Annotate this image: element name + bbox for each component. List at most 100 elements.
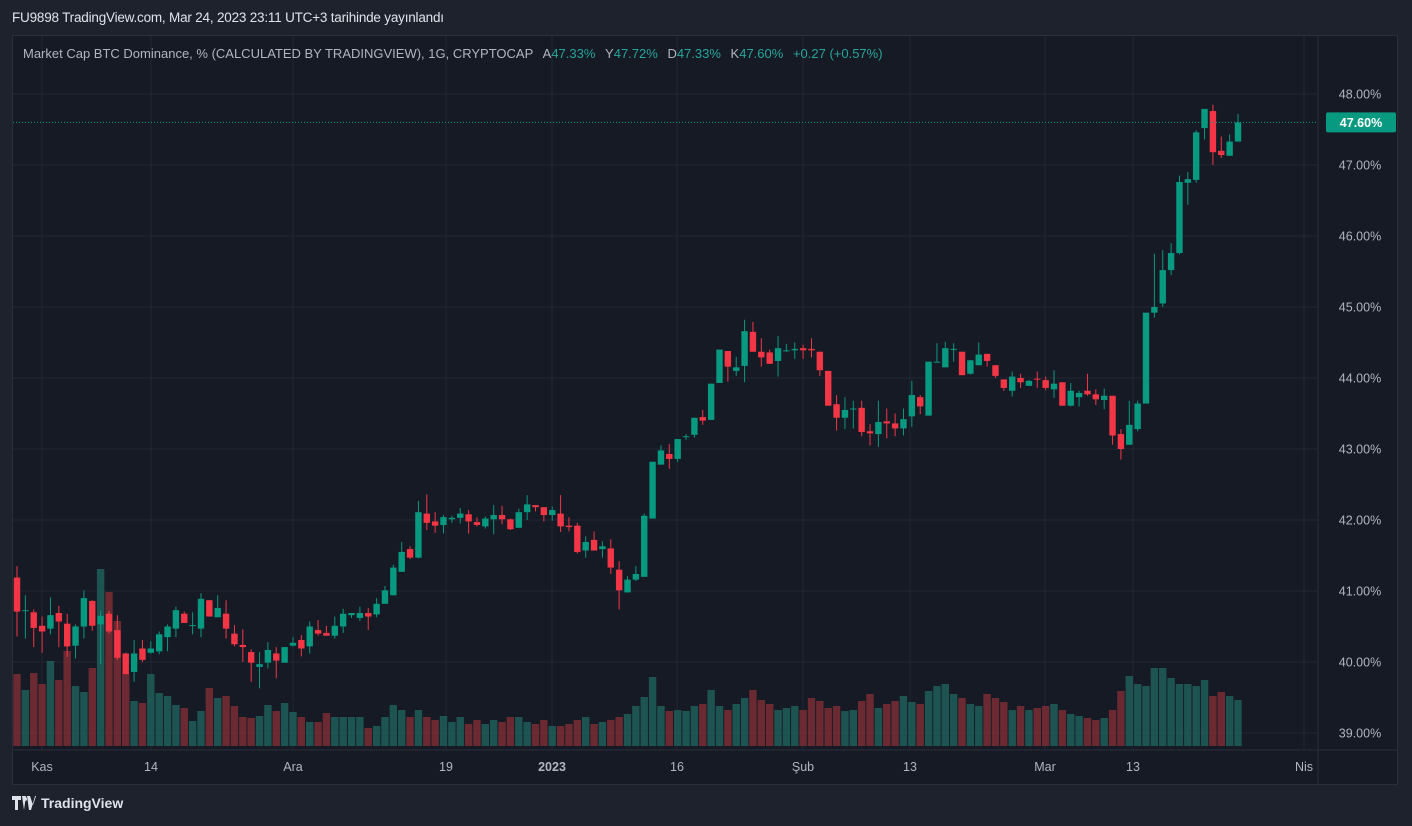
candle — [1159, 250, 1166, 307]
time-tick-label: Ara — [283, 760, 303, 774]
candle — [122, 652, 129, 675]
candle — [348, 613, 355, 618]
candle-body — [799, 348, 807, 351]
candle-body — [649, 461, 656, 519]
time-axis: Kas 14 Ara 19 2023 16 Şub 13 Mar 13 Nis — [31, 760, 1313, 774]
candle-body — [958, 351, 966, 376]
volume-bar — [1108, 710, 1117, 746]
volume-bar — [657, 706, 665, 746]
candle — [716, 349, 723, 383]
volume-bar — [924, 691, 933, 746]
candle-body — [1109, 395, 1116, 436]
candle-body — [1134, 403, 1141, 430]
volume-bar — [356, 717, 364, 746]
candle-body — [97, 615, 104, 625]
candle — [900, 408, 907, 436]
candle-body — [1092, 394, 1100, 400]
volume-bar — [673, 710, 682, 746]
symbol-title[interactable]: Market Cap BTC Dominance, % (CALCULATED … — [23, 46, 534, 61]
candle-body — [298, 639, 305, 649]
volume-bar — [498, 722, 506, 746]
candle — [55, 605, 63, 648]
time-tick-label: 13 — [903, 760, 917, 774]
volume-bar — [908, 702, 916, 746]
volume-bar — [230, 706, 239, 746]
volume-bar — [130, 701, 138, 746]
candle — [666, 444, 673, 469]
volume-bar — [966, 704, 975, 746]
close-value: 47.60% — [739, 46, 784, 61]
volume-bar — [1083, 718, 1092, 746]
volume-bar — [640, 697, 648, 746]
volume-bar — [414, 710, 423, 746]
candle — [891, 413, 899, 437]
candle — [1050, 370, 1058, 398]
candle — [691, 417, 698, 438]
candle — [749, 321, 757, 352]
volume-bar — [1159, 668, 1167, 746]
tradingview-logo[interactable]: TradingView — [12, 795, 123, 811]
candle-body — [256, 664, 263, 667]
candle — [1226, 134, 1233, 156]
brand-name: TradingView — [41, 795, 124, 811]
volume-bar — [13, 674, 21, 746]
candle-body — [925, 361, 932, 416]
volume-bar — [515, 717, 523, 746]
candle — [774, 336, 782, 377]
volume-bar — [791, 706, 799, 746]
candle — [992, 365, 999, 378]
volume-bar — [899, 696, 908, 746]
volume-bar — [46, 661, 55, 746]
price-tick-label: 40.00% — [1339, 656, 1381, 670]
volume-bar — [423, 717, 431, 746]
candle — [197, 593, 205, 638]
volume-bar — [749, 690, 757, 746]
chart-legend: Market Cap BTC Dominance, % (CALCULATED … — [23, 46, 883, 61]
candle — [758, 338, 765, 367]
candle-body — [423, 513, 430, 523]
candle-body — [498, 515, 506, 520]
tradingview-logo-icon — [12, 796, 36, 810]
volume-bar — [306, 722, 314, 746]
volume-bar — [765, 704, 774, 746]
candle-body — [214, 608, 221, 618]
candle — [1084, 373, 1091, 396]
candle-body — [105, 613, 113, 632]
volume-bar — [297, 717, 306, 746]
candle — [791, 342, 798, 359]
candle-body — [264, 649, 272, 663]
candle — [38, 616, 46, 653]
candle — [590, 531, 598, 551]
last-price-label: 47.60% — [1340, 116, 1382, 130]
candle-body — [1234, 122, 1242, 142]
volume-bar — [448, 722, 456, 746]
candle — [473, 517, 481, 527]
volume-bar — [1150, 668, 1159, 746]
candle-body — [1176, 182, 1183, 254]
candle-body — [390, 567, 397, 596]
candle-body — [1034, 378, 1041, 380]
volume-bar — [222, 696, 230, 746]
volume-bar — [1033, 708, 1041, 746]
candle — [97, 610, 104, 665]
low-label: D — [667, 46, 677, 61]
volume-bar — [197, 711, 205, 746]
candle — [565, 517, 573, 532]
volume-bar — [21, 690, 30, 746]
volume-bar — [147, 674, 155, 746]
candle — [498, 505, 506, 525]
candle-body — [532, 505, 539, 508]
volume-bar — [389, 705, 398, 746]
price-tick-label: 42.00% — [1339, 514, 1381, 528]
candle — [356, 606, 364, 621]
volume-bar — [782, 708, 791, 746]
candle-body — [30, 612, 37, 628]
candle — [549, 506, 556, 521]
candles — [13, 104, 1242, 689]
candle-body — [942, 348, 949, 368]
candle-body — [515, 512, 522, 528]
candle — [557, 495, 564, 533]
candle — [1067, 382, 1074, 407]
volume-bar — [456, 717, 464, 746]
